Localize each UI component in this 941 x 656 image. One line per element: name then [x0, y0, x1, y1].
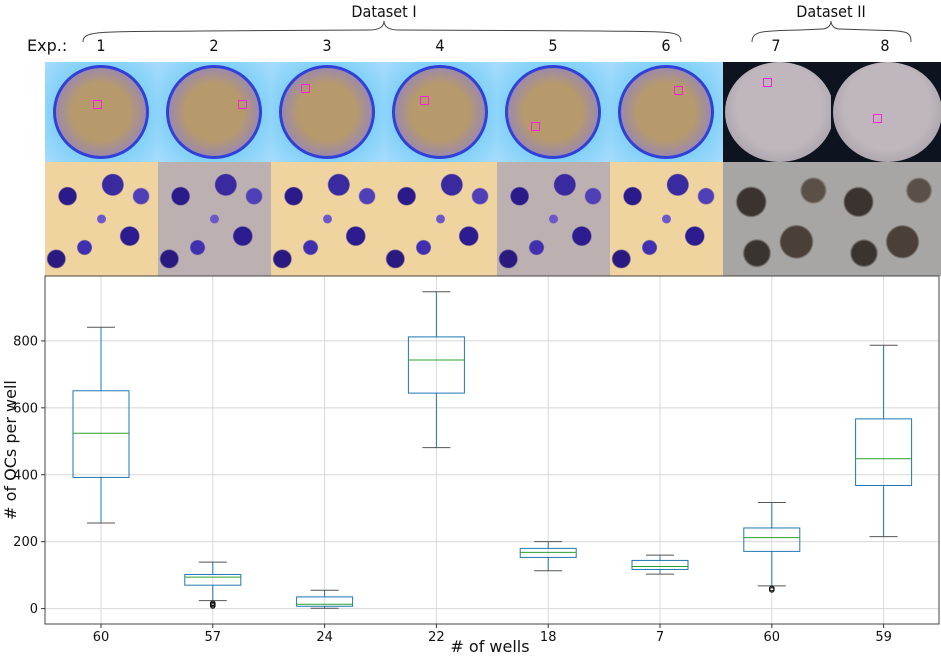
- experiment-number: 7: [771, 36, 781, 55]
- x-tick-label: 60: [764, 630, 781, 645]
- well-image: [158, 62, 271, 162]
- y-tick-label: 400: [13, 468, 38, 483]
- roi-marker: [531, 122, 540, 131]
- y-tick-label: 0: [30, 602, 38, 617]
- experiment-number: 6: [661, 36, 671, 55]
- well-plate: [505, 65, 601, 159]
- dataset-2-label: Dataset II: [796, 2, 866, 21]
- well-plate: [392, 65, 488, 159]
- iqr-box: [72, 390, 130, 478]
- well-image: [497, 62, 610, 162]
- x-tick-label: 59: [875, 630, 892, 645]
- outlier-point: [769, 587, 775, 593]
- x-tick-label: 57: [205, 630, 222, 645]
- experiment-number: 5: [548, 36, 558, 55]
- roi-marker: [238, 100, 247, 109]
- roi-marker: [873, 114, 882, 123]
- experiment-number: 4: [435, 36, 445, 55]
- iqr-box: [519, 547, 577, 558]
- box-7: [743, 502, 801, 593]
- exp-label: Exp.:: [27, 36, 68, 55]
- iqr-box: [631, 559, 689, 570]
- well-plate: [166, 65, 262, 159]
- x-tick-label: 22: [428, 630, 445, 645]
- well-image: [723, 62, 836, 162]
- iqr-box: [296, 596, 354, 607]
- outlier-point: [210, 601, 216, 608]
- well-image: [610, 62, 723, 162]
- y-axis-label: # of OCs per well: [1, 380, 20, 520]
- plot-frame: [44, 275, 940, 625]
- well-plate: [618, 65, 714, 159]
- roi-marker: [763, 78, 772, 87]
- x-tick-label: 60: [93, 630, 110, 645]
- y-tick-label: 800: [13, 334, 38, 349]
- outlier-point: [210, 603, 216, 609]
- roi-marker: [674, 86, 683, 95]
- dataset-braces: [82, 20, 912, 43]
- cell-zoom-image: [384, 162, 497, 276]
- cell-zoom-image: [831, 162, 941, 276]
- dataset-2-brace: [751, 20, 912, 43]
- roi-marker: [420, 96, 429, 105]
- well-image: [45, 62, 158, 162]
- box-8: [855, 344, 913, 538]
- well-plate: [53, 65, 149, 159]
- cell-zoom-image: [158, 162, 271, 276]
- box-6: [631, 554, 689, 575]
- x-axis-label: # of wells: [450, 637, 529, 656]
- well-plate: [279, 65, 375, 159]
- cell-zoom-image: [723, 162, 836, 276]
- box-5: [519, 541, 577, 572]
- x-tick-label: 24: [316, 630, 333, 645]
- x-tick-label: 18: [540, 630, 557, 645]
- well-image: [831, 62, 941, 162]
- well-plate: [725, 62, 834, 162]
- outlier-point: [769, 585, 775, 592]
- plot-area: [45, 276, 939, 624]
- iqr-box: [743, 527, 801, 552]
- outlier-point: [210, 600, 216, 607]
- experiment-number: 1: [96, 36, 106, 55]
- roi-marker: [301, 84, 310, 93]
- box-4: [407, 291, 465, 449]
- cell-zoom-image: [45, 162, 158, 276]
- x-tick-label: 7: [656, 630, 664, 645]
- roi-marker: [93, 100, 102, 109]
- box-2: [184, 561, 242, 609]
- y-tick-label: 600: [13, 401, 38, 416]
- iqr-box: [855, 418, 913, 486]
- cell-zoom-image: [497, 162, 610, 276]
- box-1: [72, 326, 130, 524]
- well-image: [271, 62, 384, 162]
- dataset-1-brace: [82, 20, 682, 43]
- well-plate: [833, 62, 941, 162]
- iqr-box: [184, 573, 242, 586]
- experiment-number: 8: [880, 36, 890, 55]
- experiment-number: 2: [209, 36, 219, 55]
- y-tick-label: 200: [13, 535, 38, 550]
- iqr-box: [407, 336, 465, 394]
- experiment-number: 3: [322, 36, 332, 55]
- well-image: [384, 62, 497, 162]
- cell-zoom-image: [610, 162, 723, 276]
- cell-zoom-image: [271, 162, 384, 276]
- box-3: [296, 589, 354, 609]
- dataset-1-label: Dataset I: [351, 2, 417, 21]
